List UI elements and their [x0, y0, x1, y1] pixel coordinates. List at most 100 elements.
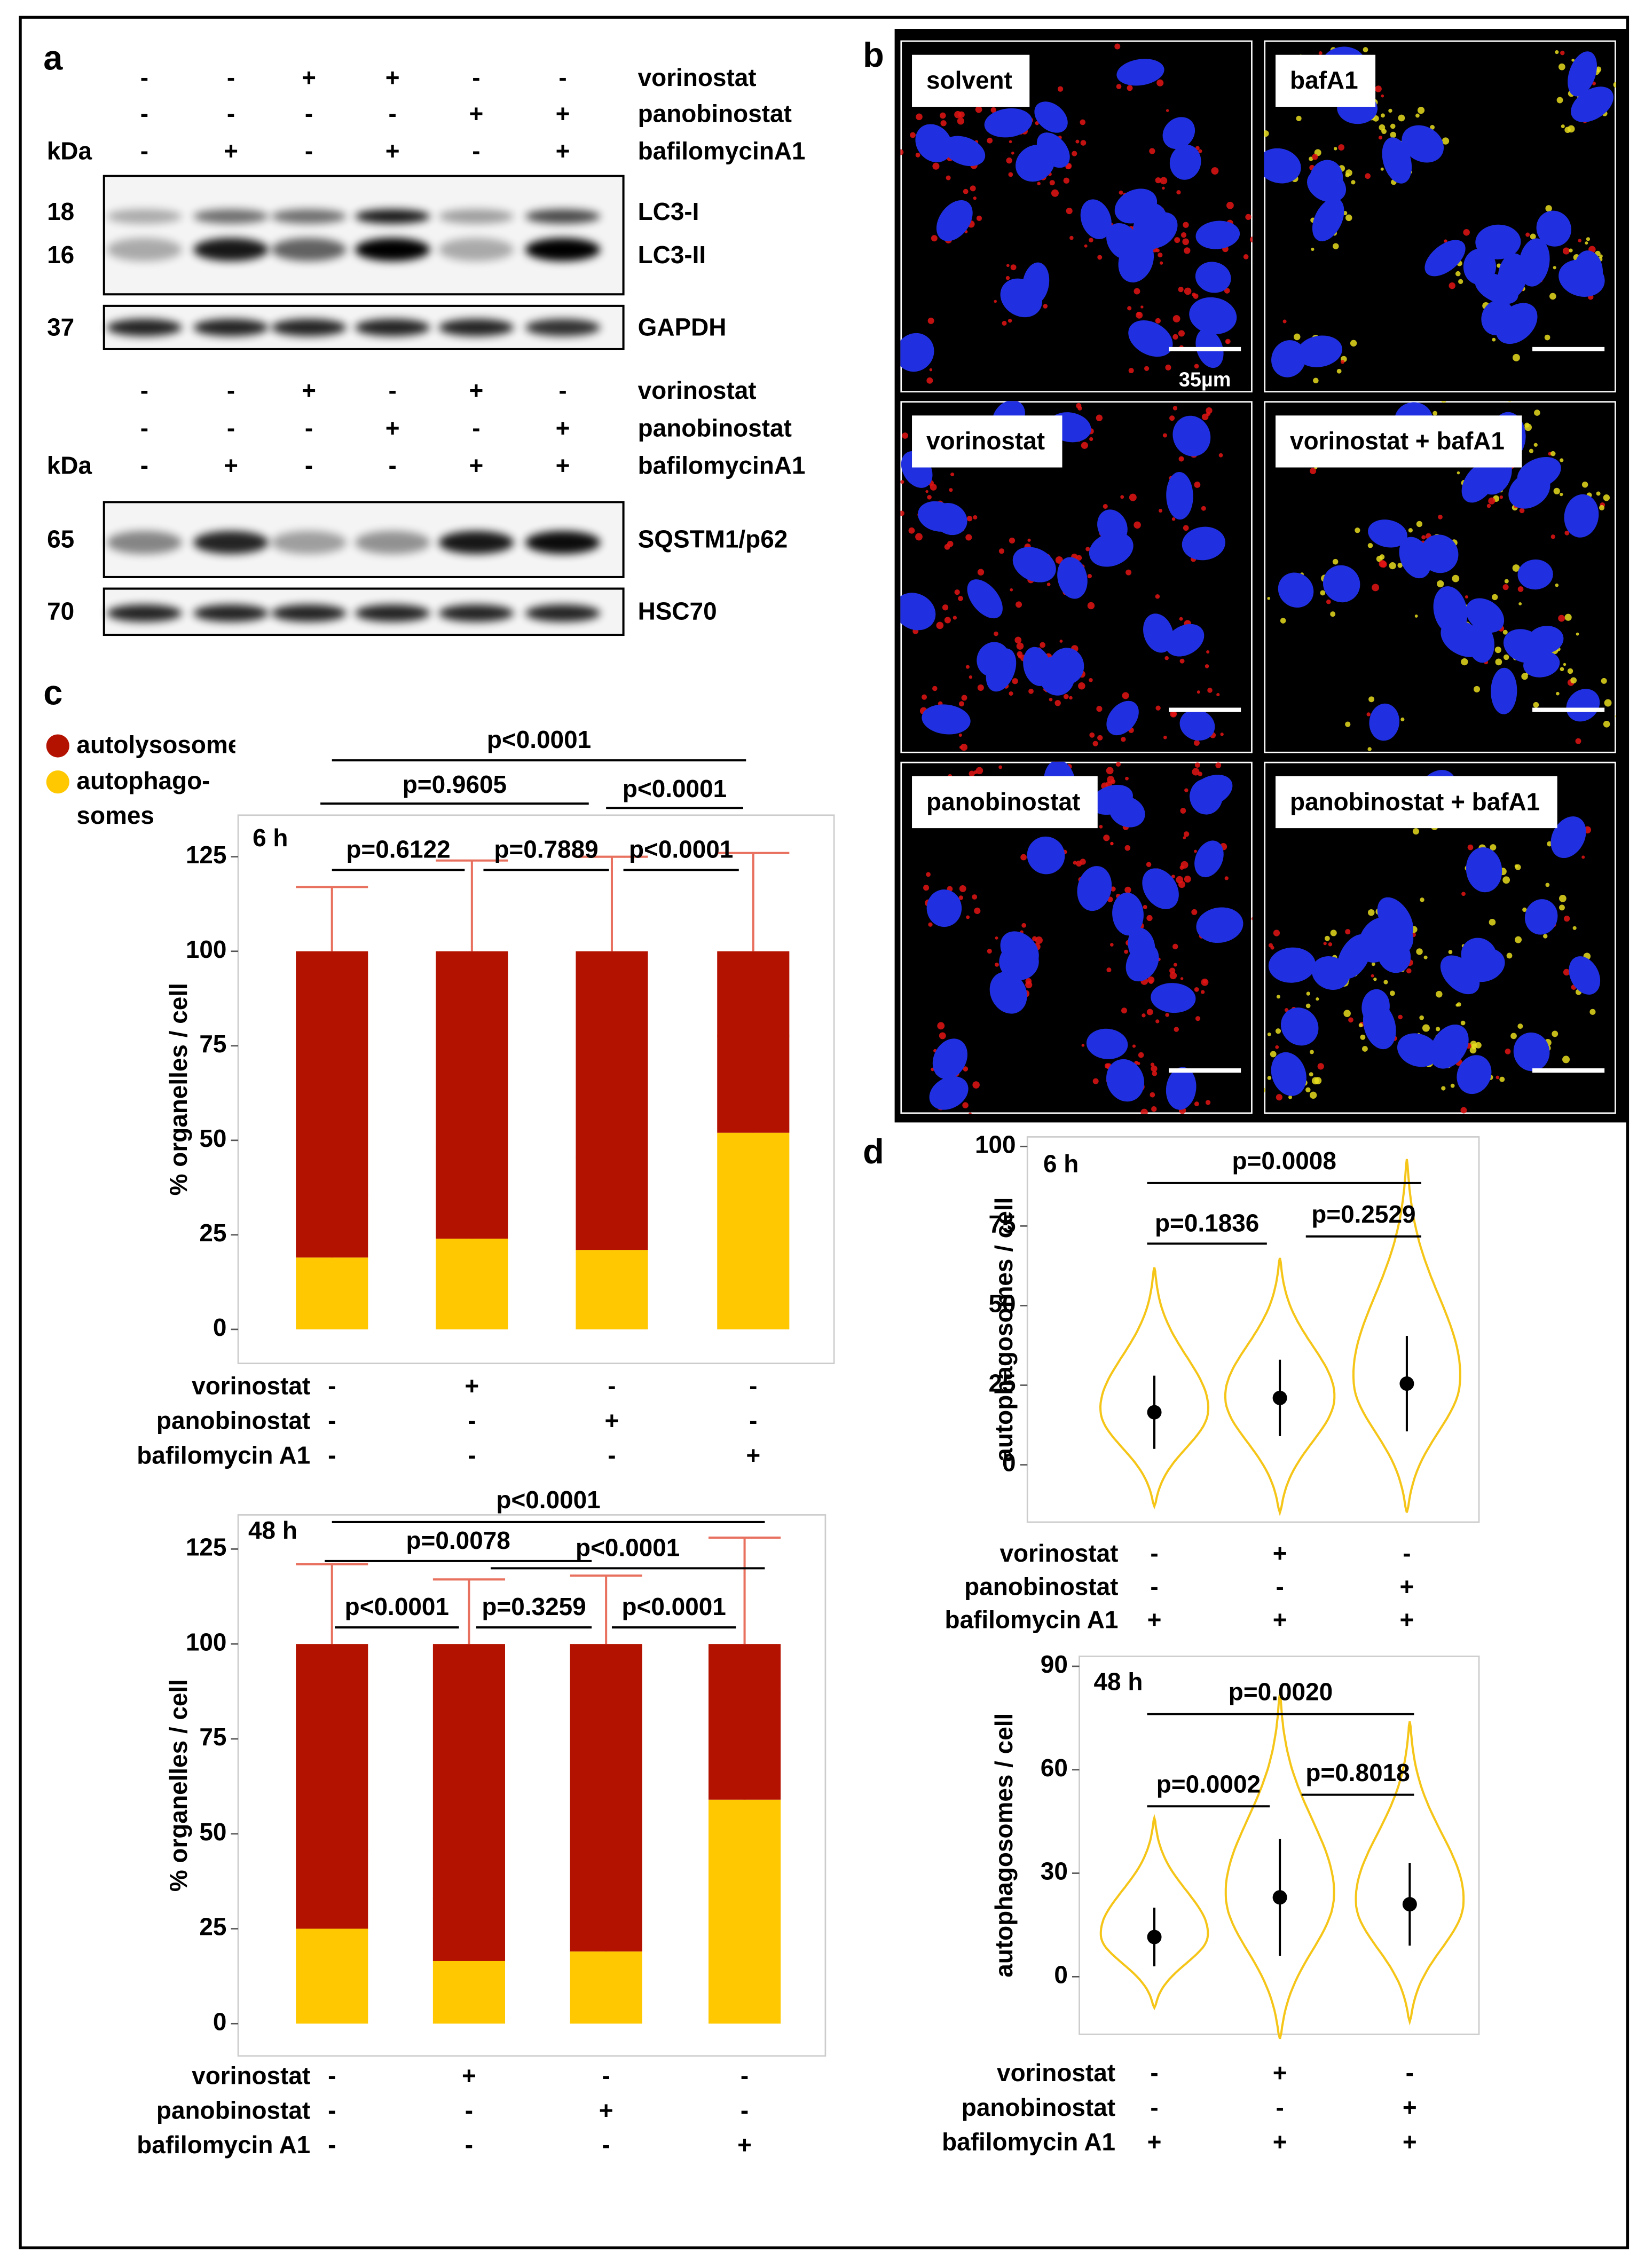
- bar-segment: [709, 1644, 781, 1800]
- mean-point: [1272, 1390, 1287, 1405]
- legend-entry: autophago-somes: [76, 768, 210, 830]
- band: [355, 531, 430, 554]
- y-tick-label: 90: [1041, 1650, 1068, 1678]
- vesicle: [1334, 147, 1337, 151]
- vesicle: [958, 111, 965, 118]
- vesicle: [1502, 584, 1509, 590]
- nucleus: [1461, 938, 1497, 974]
- treatment-sign: -: [140, 99, 148, 127]
- vesicle: [1174, 1027, 1179, 1032]
- vesicle: [1441, 1086, 1446, 1091]
- treatment-label: bafilomycin A1: [137, 2131, 310, 2159]
- p-value: p<0.0001: [345, 1593, 449, 1620]
- vesicle: [1006, 264, 1010, 267]
- vesicle: [1599, 505, 1605, 511]
- vesicle: [1556, 97, 1563, 104]
- vesicle: [1503, 654, 1509, 660]
- vesicle: [1502, 876, 1510, 884]
- vesicle: [1330, 611, 1336, 617]
- treatment-sign: +: [462, 2061, 476, 2089]
- kda-label: kDa: [47, 452, 92, 479]
- vesicle: [1025, 978, 1032, 985]
- treatment-label: vorinostat: [999, 1539, 1118, 1567]
- vesicle: [1492, 337, 1496, 342]
- legend-label: autolysosomes: [76, 731, 235, 759]
- image-label: solvent: [926, 66, 1012, 94]
- treatment-sign: -: [227, 64, 235, 91]
- band: [438, 238, 514, 262]
- y-tick-label: 75: [989, 1210, 1016, 1238]
- vesicle: [1172, 315, 1180, 322]
- vesicle: [1336, 368, 1342, 374]
- treatment-label: panobinostat: [638, 414, 792, 442]
- treatment-sign: +: [469, 376, 484, 404]
- image-label: panobinostat + bafA1: [1290, 788, 1540, 815]
- vesicle: [928, 922, 933, 927]
- vesicle: [1140, 305, 1144, 309]
- vesicle: [1002, 320, 1007, 326]
- vesicle: [1171, 517, 1176, 521]
- nucleus: [1179, 710, 1215, 741]
- vesicle: [929, 368, 933, 372]
- nucleus: [1575, 250, 1603, 290]
- nucleus: [1080, 199, 1112, 239]
- nucleus: [1402, 125, 1444, 163]
- vesicle: [1400, 717, 1405, 722]
- vesicle: [1415, 113, 1420, 118]
- vesicle: [1127, 85, 1133, 91]
- vesicle: [1524, 422, 1530, 428]
- vesicle: [1421, 535, 1426, 540]
- vesicle: [966, 516, 973, 522]
- treatment-sign: -: [1403, 1539, 1411, 1567]
- treatment-sign: +: [302, 376, 316, 404]
- vesicle: [1559, 894, 1567, 902]
- vesicle: [1530, 233, 1536, 240]
- vesicle: [1555, 50, 1559, 54]
- mean-point: [1147, 1930, 1162, 1944]
- treatment-sign: -: [1150, 2093, 1158, 2121]
- nucleus: [932, 1038, 967, 1080]
- vesicle: [947, 540, 954, 547]
- vesicle: [1441, 401, 1446, 403]
- vesicle: [1205, 1100, 1211, 1105]
- vesicle: [1323, 942, 1327, 946]
- vesicle: [1533, 702, 1539, 708]
- vesicle: [975, 106, 982, 113]
- nucleus: [936, 200, 973, 241]
- nucleus: [918, 501, 958, 532]
- treatment-sign: +: [605, 1407, 619, 1435]
- vesicle: [1195, 1016, 1201, 1021]
- vesicle: [1155, 318, 1161, 324]
- vesicle: [1164, 656, 1169, 660]
- treatment-sign: +: [1400, 1606, 1414, 1634]
- vesicle: [1155, 177, 1161, 184]
- error-bar: [296, 886, 368, 951]
- p-value: p<0.0001: [629, 835, 733, 863]
- treatment-sign: -: [749, 1372, 757, 1400]
- nucleus: [929, 1076, 969, 1110]
- vesicle: [1562, 1056, 1570, 1064]
- band: [355, 209, 430, 224]
- vesicle: [1224, 876, 1229, 880]
- treatment-sign: -: [328, 2061, 336, 2089]
- nucleus: [1012, 547, 1056, 582]
- vesicle: [1345, 214, 1352, 222]
- nucleus: [1397, 1033, 1439, 1067]
- treatment-sign: -: [741, 2096, 749, 2124]
- vesicle: [1345, 721, 1351, 727]
- vesicle: [1180, 861, 1189, 869]
- vesicle: [1420, 897, 1424, 902]
- nucleus: [1475, 224, 1521, 259]
- band: [107, 209, 182, 224]
- treatment-sign: -: [602, 2131, 610, 2159]
- vesicle: [1564, 127, 1571, 133]
- nucleus: [1517, 559, 1553, 590]
- treatment-sign: -: [558, 64, 566, 91]
- nucleus: [1027, 836, 1065, 875]
- frame: [19, 15, 1630, 2249]
- vesicle: [1147, 976, 1155, 983]
- vesicle: [960, 743, 968, 751]
- vesicle: [1194, 1101, 1199, 1107]
- chart: 0 25 50 75 100 125 % organelles / cell 6 h p<0.0…: [137, 726, 835, 1469]
- vesicle: [1176, 190, 1181, 195]
